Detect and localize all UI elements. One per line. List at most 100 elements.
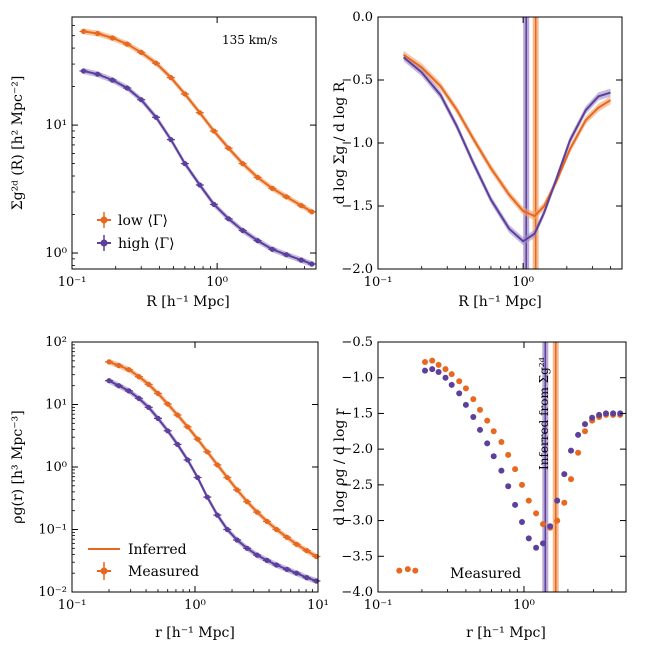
rho-xtick-label: 10¹ bbox=[307, 598, 329, 613]
drho-ytick-label: −2.5 bbox=[341, 478, 373, 493]
sigma-legend: low ⟨Γ⟩ high ⟨Γ⟩ bbox=[97, 212, 175, 252]
drho-point bbox=[477, 426, 483, 433]
drho-point bbox=[525, 497, 532, 504]
sigma-series-lines bbox=[83, 30, 313, 265]
drho-point bbox=[462, 385, 469, 392]
sigma-xtick-label: 10⁰ bbox=[206, 275, 228, 290]
dsigma-xlabel: R [h⁻¹ Mpc] bbox=[458, 294, 542, 310]
drho-point bbox=[435, 369, 442, 375]
drho-ylabel: d log ρg / d log r bbox=[332, 408, 348, 525]
drho-point bbox=[429, 357, 436, 364]
rho-data-points bbox=[105, 359, 321, 584]
legend-high-dot bbox=[100, 239, 108, 247]
legend-inferred-label: Inferred bbox=[128, 542, 187, 558]
drho-point bbox=[561, 471, 568, 478]
drho-point bbox=[505, 483, 512, 490]
drho-point bbox=[412, 567, 419, 574]
drho-point bbox=[422, 367, 428, 374]
dsigma-ytick-label: −0.5 bbox=[341, 73, 373, 88]
dsigma-line-1 bbox=[402, 56, 611, 243]
drho-point bbox=[582, 428, 588, 435]
drho-point bbox=[540, 540, 546, 547]
drho-point bbox=[582, 421, 588, 428]
dsigma-series-lines bbox=[402, 53, 612, 243]
drho-ytick-label: −3.5 bbox=[341, 549, 373, 564]
drho-vertical-lines bbox=[542, 342, 559, 592]
rho-series-lines bbox=[108, 360, 317, 582]
drho-point bbox=[456, 390, 463, 397]
panel-dsigma: 10⁻¹ 10⁰ −2.0 −1.5 −1.0 −0.5 0.0 R [h⁻¹ Mpc] d… bbox=[332, 10, 623, 310]
legend-measured-label: Measured bbox=[128, 564, 199, 580]
drho-point bbox=[448, 381, 455, 388]
drho-point bbox=[512, 501, 519, 508]
rho-plot-frame bbox=[71, 341, 319, 593]
dsigma-plot-frame bbox=[377, 16, 623, 270]
drho-point bbox=[554, 497, 561, 504]
drho-point bbox=[589, 414, 596, 421]
legend-low-dot bbox=[100, 216, 108, 224]
dsigma-band-0 bbox=[403, 50, 611, 221]
drho-point bbox=[484, 440, 491, 447]
drho-point bbox=[547, 523, 554, 530]
drho-xtick-label: 10⁻¹ bbox=[364, 598, 393, 613]
rho-ytick-label: 10¹ bbox=[45, 398, 67, 413]
drho-point bbox=[498, 439, 505, 445]
drho-point bbox=[456, 378, 463, 385]
dsigma-xtick-label: 10⁻¹ bbox=[364, 275, 393, 290]
dsigma-vertical-lines bbox=[523, 17, 539, 269]
legend-high-label: high ⟨Γ⟩ bbox=[118, 236, 175, 252]
drho-point bbox=[512, 466, 519, 473]
drho-point bbox=[404, 566, 411, 573]
drho-xtick-label: 10⁰ bbox=[513, 598, 535, 613]
dsigma-line-0 bbox=[403, 53, 612, 218]
rho-line-0 bbox=[108, 360, 317, 558]
drho-point bbox=[477, 406, 483, 413]
drho-ytick-label: −0.5 bbox=[341, 335, 373, 350]
drho-point bbox=[442, 366, 449, 373]
drho-point bbox=[568, 476, 574, 483]
drho-point bbox=[505, 451, 512, 458]
sigma-plot-frame bbox=[71, 16, 317, 270]
drho-point bbox=[610, 410, 617, 417]
sigma-band-0 bbox=[83, 28, 312, 215]
drho-point bbox=[554, 517, 561, 524]
drho-point bbox=[525, 535, 532, 542]
drho-point bbox=[519, 519, 525, 525]
drho-point bbox=[596, 411, 603, 418]
sigma-xtick-label: 10⁻¹ bbox=[58, 275, 87, 290]
sigma-ytick-label: 10⁰ bbox=[45, 246, 67, 261]
drho-ytick-label: −3.0 bbox=[341, 514, 373, 529]
sigma-error-bands bbox=[83, 28, 312, 267]
drho-legend-label: Measured bbox=[450, 566, 521, 582]
drho-point bbox=[462, 401, 469, 408]
dsigma-ticks: 10⁻¹ 10⁰ −2.0 −1.5 −1.0 −0.5 0.0 bbox=[341, 10, 622, 290]
sigma-xlabel: R [h⁻¹ Mpc] bbox=[146, 294, 230, 310]
panel-sigma: 10⁻¹ 10⁰ 10⁰ 10¹ 135 km/s R [h⁻¹ Mpc] Σg²ᵈ … bbox=[10, 16, 317, 310]
drho-point bbox=[422, 359, 428, 365]
drho-xlabel: r [h⁻¹ Mpc] bbox=[466, 625, 546, 641]
rho-ytick-label: 10⁰ bbox=[45, 460, 67, 475]
drho-point bbox=[533, 510, 540, 517]
drho-point bbox=[498, 467, 505, 474]
drho-ytick-label: −1.0 bbox=[341, 371, 373, 386]
sigma-ytick-label: 10¹ bbox=[45, 118, 67, 133]
sigma-ticks: 10⁻¹ 10⁰ 10⁰ 10¹ bbox=[45, 17, 316, 290]
drho-point bbox=[575, 449, 582, 456]
drho-point bbox=[470, 414, 477, 420]
drho-point bbox=[575, 431, 582, 438]
dsigma-xtick-label: 10⁰ bbox=[512, 275, 534, 290]
panel-drho: 10⁻¹ 10⁰−4.0−3.5−3.0−2.5−2.0−1.5−1.0−0.5 … bbox=[332, 335, 627, 641]
rho-ylabel: ρg(r) [h³ Mpc⁻³] bbox=[10, 410, 26, 523]
dsigma-ytick-label: −1.5 bbox=[341, 199, 373, 214]
dsigma-ytick-label: 0.0 bbox=[352, 10, 373, 25]
drho-ytick-label: −2.0 bbox=[341, 442, 373, 457]
rho-xtick-label: 10⁰ bbox=[184, 598, 206, 613]
drho-point bbox=[533, 544, 540, 551]
drho-point bbox=[442, 374, 449, 381]
drho-point bbox=[435, 361, 442, 368]
drho-point bbox=[519, 481, 525, 488]
drho-point bbox=[568, 447, 574, 454]
drho-point bbox=[490, 453, 497, 460]
drho-point bbox=[448, 371, 455, 378]
rho-legend: Inferred Measured bbox=[88, 542, 199, 580]
